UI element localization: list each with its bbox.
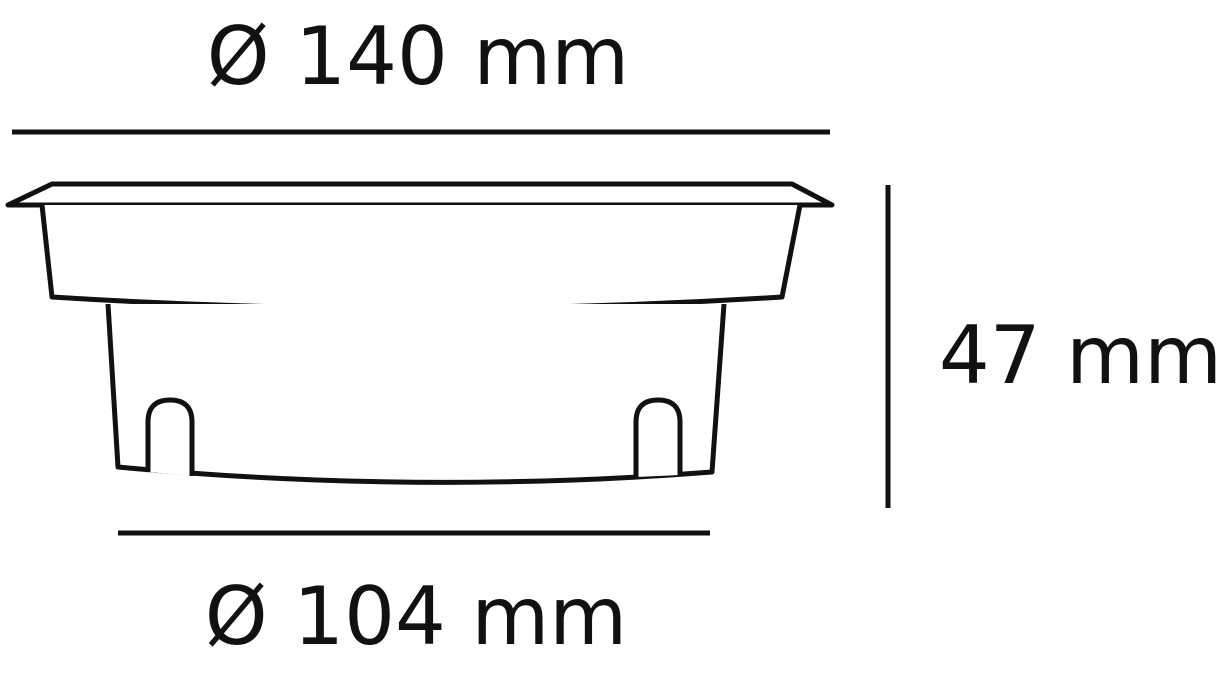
right-clip-slot xyxy=(633,397,683,477)
upper-bowl xyxy=(39,204,803,311)
bottom-diameter-label: Ø 104 mm xyxy=(205,570,627,663)
fixture-outline xyxy=(5,181,835,485)
height-label: 47 mm xyxy=(939,309,1222,402)
lower-body xyxy=(105,303,727,485)
flange-rim xyxy=(5,181,835,208)
left-clip-slot xyxy=(145,397,195,476)
top-diameter-label: Ø 140 mm xyxy=(207,10,629,103)
